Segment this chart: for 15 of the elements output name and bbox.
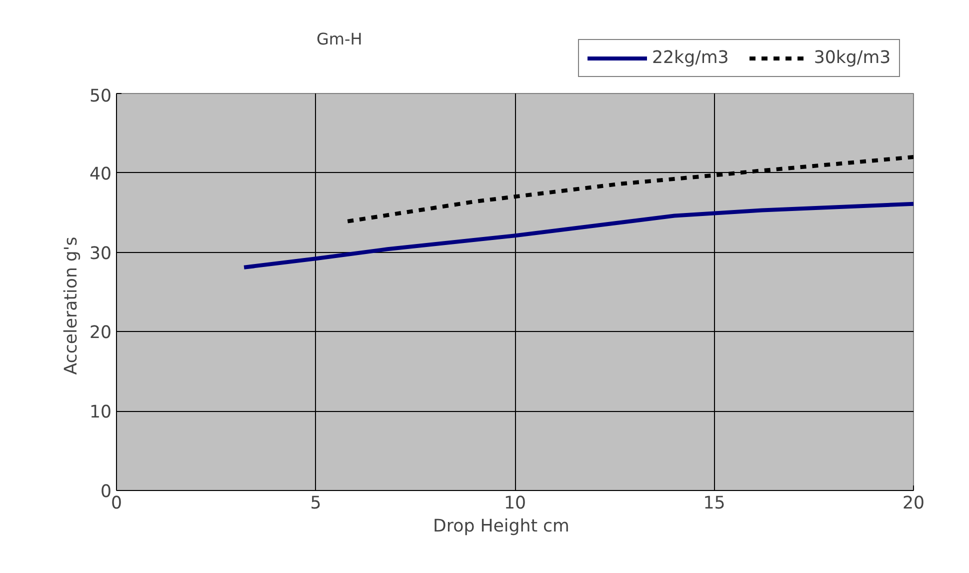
x-tick-label: 10 (504, 494, 526, 514)
legend-label: 30kg/m3 (814, 48, 891, 68)
chart-title: Gm-H (316, 30, 362, 48)
line-series (242, 202, 914, 270)
x-tick-label: 5 (310, 494, 322, 514)
y-tick-label: 50 (89, 86, 112, 106)
y-tick-label: 20 (89, 323, 112, 344)
legend-label: 22kg/m3 (652, 48, 729, 68)
y-tick-label: 10 (89, 402, 112, 423)
y-tick-label: 30 (89, 244, 112, 264)
y-tick-label: 40 (89, 164, 112, 184)
x-tick-label: 20 (902, 494, 925, 514)
x-tick-label: 15 (703, 494, 726, 514)
y-axis-title: Acceleration g's (61, 236, 82, 375)
x-axis-title: Drop Height cm (433, 516, 570, 536)
